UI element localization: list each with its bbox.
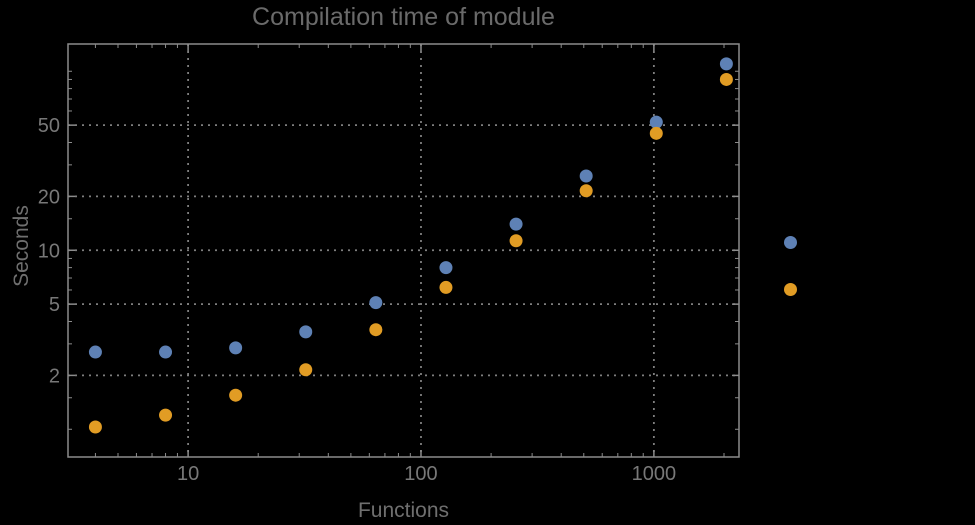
x-tick-label: 1000 xyxy=(632,463,677,485)
x-axis-label: Functions xyxy=(357,499,450,522)
data-point-series-1 xyxy=(88,345,102,359)
data-point-series-2 xyxy=(229,388,243,402)
data-point-series-2 xyxy=(299,363,313,377)
x-tick-label: 10 xyxy=(177,463,199,485)
y-axis-label: Seconds xyxy=(10,205,33,287)
y-tick-label: 50 xyxy=(38,115,60,137)
data-point-series-1 xyxy=(299,325,313,339)
y-tick-label: 20 xyxy=(38,186,60,208)
data-point-series-2 xyxy=(439,280,453,294)
data-point-series-1 xyxy=(649,115,663,129)
data-point-series-2 xyxy=(369,323,383,337)
plot-frame xyxy=(67,43,740,458)
y-tick-label: 2 xyxy=(49,365,60,387)
y-tick-label: 10 xyxy=(38,240,60,262)
data-point-series-1 xyxy=(369,296,383,310)
data-point-series-1 xyxy=(159,345,173,359)
data-point-series-2 xyxy=(159,408,173,422)
x-tick-label: 100 xyxy=(404,463,437,485)
y-tick-label: 5 xyxy=(49,294,60,316)
data-point-series-1 xyxy=(719,57,733,71)
data-point-series-2 xyxy=(509,234,523,248)
data-point-series-1 xyxy=(509,217,523,231)
data-point-series-2 xyxy=(719,72,733,86)
data-point-series-2 xyxy=(579,184,593,198)
data-point-series-1 xyxy=(579,169,593,183)
data-point-series-2 xyxy=(88,420,102,434)
data-point-series-2 xyxy=(649,126,663,140)
data-point-series-1 xyxy=(229,341,243,355)
data-point-series-1 xyxy=(439,261,453,275)
chart-title: Compilation time of module xyxy=(252,3,555,31)
